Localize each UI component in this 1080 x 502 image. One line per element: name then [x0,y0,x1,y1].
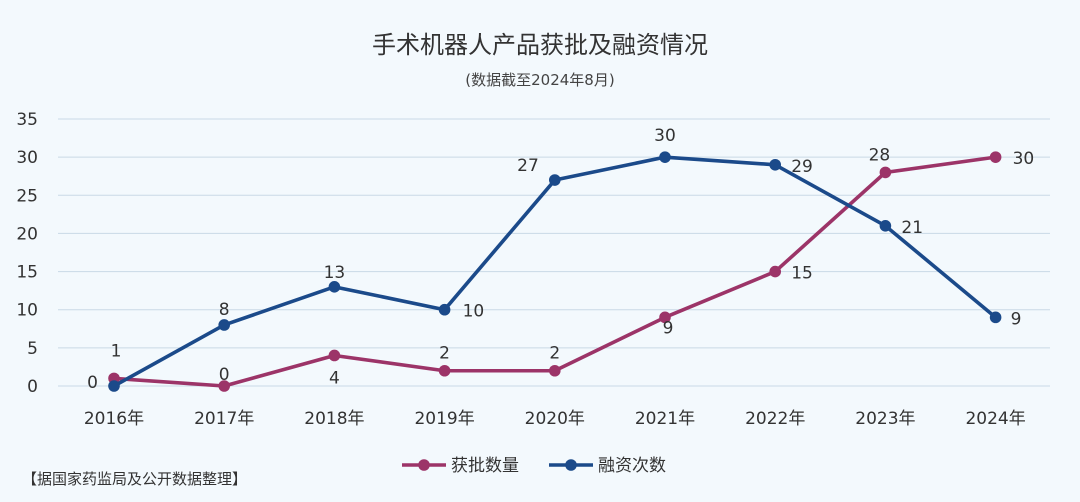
x-tick-label: 2021年 [635,409,695,429]
x-tick-label: 2016年 [84,409,144,429]
y-tick-label: 35 [16,110,38,130]
data-point [879,166,892,179]
data-point [108,380,120,392]
data-point [328,349,341,362]
data-point [659,151,671,163]
data-label: 4 [329,368,340,388]
x-tick-label: 2020年 [525,409,585,429]
data-label: 28 [869,145,891,165]
data-label: 0 [219,365,230,385]
data-label: 0 [87,373,98,393]
x-tick-label: 2022年 [745,409,805,429]
data-label: 9 [663,318,674,338]
data-point [218,319,230,331]
data-label: 9 [1011,309,1022,329]
data-label: 30 [1013,149,1035,169]
y-tick-label: 25 [16,186,38,206]
data-label: 2 [439,344,450,364]
legend: 获批数量 融资次数 [402,456,666,476]
data-label: 29 [791,157,813,177]
data-label: 8 [219,300,230,320]
data-point [879,220,892,232]
data-label: 27 [517,156,539,176]
y-tick-label: 15 [16,263,38,283]
data-point [218,380,230,392]
chart-title: 手术机器人产品获批及融资情况 [372,31,708,59]
data-label: 10 [463,302,485,322]
data-point [438,303,451,316]
data-label: 13 [324,263,346,283]
data-label: 1 [111,341,122,361]
y-tick-label: 20 [16,224,38,244]
data-point [769,265,781,278]
data-point [438,364,451,377]
gridlines [58,118,1050,387]
data-point [659,311,671,324]
data-point [989,311,1002,324]
x-tick-label: 2017年 [194,409,254,429]
series-group [108,151,1002,392]
x-tick-label: 2018年 [304,409,364,429]
x-tick-label: 2024年 [965,409,1025,429]
legend-label: 获批数量 [451,456,519,476]
x-axis-ticks: 2016年 2017年 2018年 2019年 2020年 2021年 2022年 2023年… [84,409,1026,429]
y-tick-label: 30 [16,148,38,168]
y-tick-label: 5 [27,339,38,359]
chart-subtitle: (数据截至2024年8月) [465,71,614,89]
legend-swatch-marker [565,459,577,471]
y-axis-ticks: 0 5 10 15 20 25 30 35 [16,110,38,397]
y-tick-label: 0 [27,377,38,397]
x-tick-label: 2023年 [855,409,915,429]
data-point [549,174,561,186]
x-tick-label: 2019年 [414,409,474,429]
data-label: 2 [549,344,560,364]
data-label: 30 [654,126,676,146]
source-note: 【据国家药监局及公开数据整理】 [22,470,247,488]
data-point [989,151,1002,163]
data-label: 15 [791,264,813,284]
legend-label: 融资次数 [598,456,666,476]
data-point [769,158,781,171]
data-point [328,281,341,293]
legend-swatch-marker [418,459,430,471]
y-tick-label: 10 [16,301,38,321]
data-label: 21 [901,218,923,238]
data-point [549,364,561,377]
